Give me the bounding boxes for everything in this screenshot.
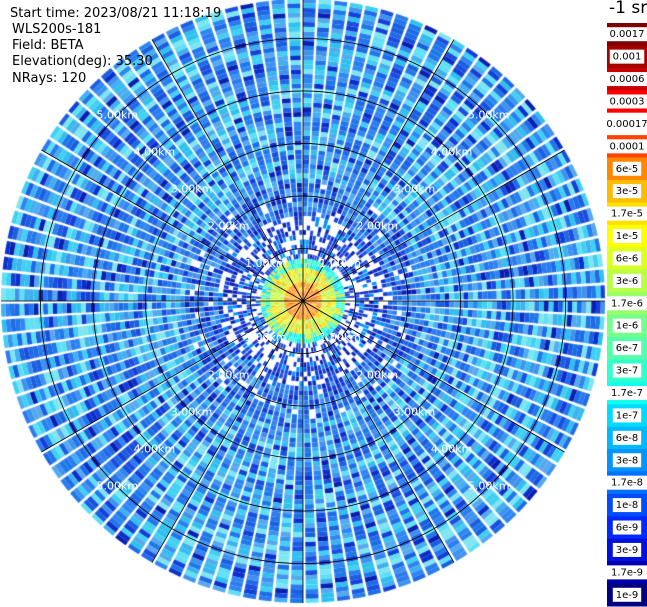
colorbar-label-bg <box>606 475 647 490</box>
range-label: 1.00km <box>245 257 287 270</box>
colorbar-label-bg <box>612 587 642 602</box>
range-label: 3.00km <box>394 405 436 418</box>
colorbar-label-bg <box>612 341 642 356</box>
colorbar-level-label: 6e-8 <box>616 433 639 444</box>
start-time-text: Start time: 2023/08/21 11:18:19 <box>10 6 222 21</box>
colorbar-level-label: 1.7e-8 <box>611 478 643 489</box>
colorbar-label-bg <box>603 116 647 131</box>
colorbar-level-label: 1.7e-7 <box>611 388 643 399</box>
colorbar-level-label: 0.00017 <box>606 119 647 130</box>
azimuth-spokes <box>1 0 605 603</box>
colorbar-label-bg <box>606 206 647 221</box>
colorbar-level-label: 3e-6 <box>616 276 639 287</box>
colorbar-level-label: 6e-5 <box>616 164 639 175</box>
range-label: 4.00km <box>431 443 473 456</box>
range-label: 3.00km <box>171 405 213 418</box>
azimuth-spoke <box>302 300 565 453</box>
range-label: 5.00km <box>97 108 139 121</box>
colorbar-label-bg <box>612 318 642 333</box>
colorbar-level-label: 1.7e-9 <box>611 567 643 578</box>
elevation-text: Elevation(deg): 35.30 <box>12 54 153 69</box>
range-label: 5.00km <box>468 480 510 493</box>
colorbar-level-label: 1e-7 <box>616 410 639 421</box>
azimuth-spoke <box>41 300 304 453</box>
colorbar-label-bg <box>609 49 645 64</box>
colorbar-level-label: 0.0017 <box>610 29 645 40</box>
colorbar-label-bg <box>606 94 647 109</box>
range-label: 4.00km <box>134 443 176 456</box>
range-label: 4.00km <box>431 145 473 158</box>
azimuth-spoke <box>41 149 304 302</box>
colorbar-level-label: 1e-9 <box>616 590 639 601</box>
colorbar-label-bg <box>612 430 642 445</box>
colorbar-label-bg <box>612 453 642 468</box>
range-label: 1.00km <box>319 257 361 270</box>
colorbar-level-label: 1e-6 <box>616 321 639 332</box>
colorbar-label-bg <box>606 385 647 400</box>
range-labels: 1.00km 1.00km 1.00km 1.00km 2.00km 2.00km 2.00… <box>97 108 510 492</box>
field-text: Field: BETA <box>12 38 84 53</box>
range-label: 5.00km <box>468 108 510 121</box>
azimuth-spoke <box>302 149 565 302</box>
device-name-text: WLS200s-181 <box>12 22 102 37</box>
colorbar-label-bg <box>606 565 647 580</box>
colorbar-level-label: 6e-7 <box>616 343 639 354</box>
colorbar-level-label: 6e-6 <box>616 253 639 264</box>
range-label: 3.00km <box>394 183 436 196</box>
colorbar-level-label: 1.7e-5 <box>611 209 643 220</box>
range-label: 1.00km <box>245 331 287 344</box>
colorbar-label-bg <box>606 27 647 42</box>
colorbar-level-label: 0.0006 <box>610 74 645 85</box>
colorbar-label-bg <box>612 363 642 378</box>
colorbar-level-label: 0.0003 <box>610 96 645 107</box>
colorbar-label-bg <box>606 139 647 154</box>
range-label: 2.00km <box>208 220 250 233</box>
range-label: 2.00km <box>208 368 250 381</box>
range-label: 5.00km <box>97 480 139 493</box>
colorbar-label-bg <box>606 296 647 311</box>
azimuth-spoke <box>151 300 304 563</box>
colorbar-level-label: 3e-8 <box>616 455 639 466</box>
range-label: 1.00km <box>319 331 361 344</box>
nrays-text: NRays: 120 <box>12 71 87 86</box>
azimuth-spoke <box>302 300 455 563</box>
colorbar-level-label: 0.0001 <box>610 141 645 152</box>
colorbar-level-label: 3e-9 <box>616 545 639 556</box>
colorbar-label-bg <box>612 408 642 423</box>
colorbar-label-bg <box>612 273 642 288</box>
colorbar-label-bg <box>612 251 642 266</box>
colorbar-label-bg <box>612 542 642 557</box>
colorbar-label-bg <box>606 72 647 87</box>
range-label: 3.00km <box>171 183 213 196</box>
azimuth-spoke <box>302 39 455 302</box>
colorbar-unit-label: -1 sr <box>609 0 647 18</box>
range-label: 2.00km <box>356 220 398 233</box>
colorbar-level-label: 3e-5 <box>616 186 639 197</box>
colorbar-level-label: 0.001 <box>613 52 642 63</box>
colorbar-level-label: 1.7e-6 <box>611 298 643 309</box>
azimuth-spoke <box>151 39 304 302</box>
colorbar-level-label: 6e-9 <box>616 523 639 534</box>
colorbar-level-label: 3e-7 <box>616 366 639 377</box>
colorbar-label-bg <box>612 161 642 176</box>
colorbar-level-label: 1e-8 <box>616 500 639 511</box>
range-label: 2.00km <box>356 368 398 381</box>
colorbar-label-bg <box>612 498 642 513</box>
colorbar-label-bg <box>612 184 642 199</box>
colorbar-label-bg <box>612 229 642 244</box>
colorbar-level-label: 1e-5 <box>616 231 639 242</box>
colorbar-label-bg <box>612 520 642 535</box>
range-label: 4.00km <box>134 145 176 158</box>
